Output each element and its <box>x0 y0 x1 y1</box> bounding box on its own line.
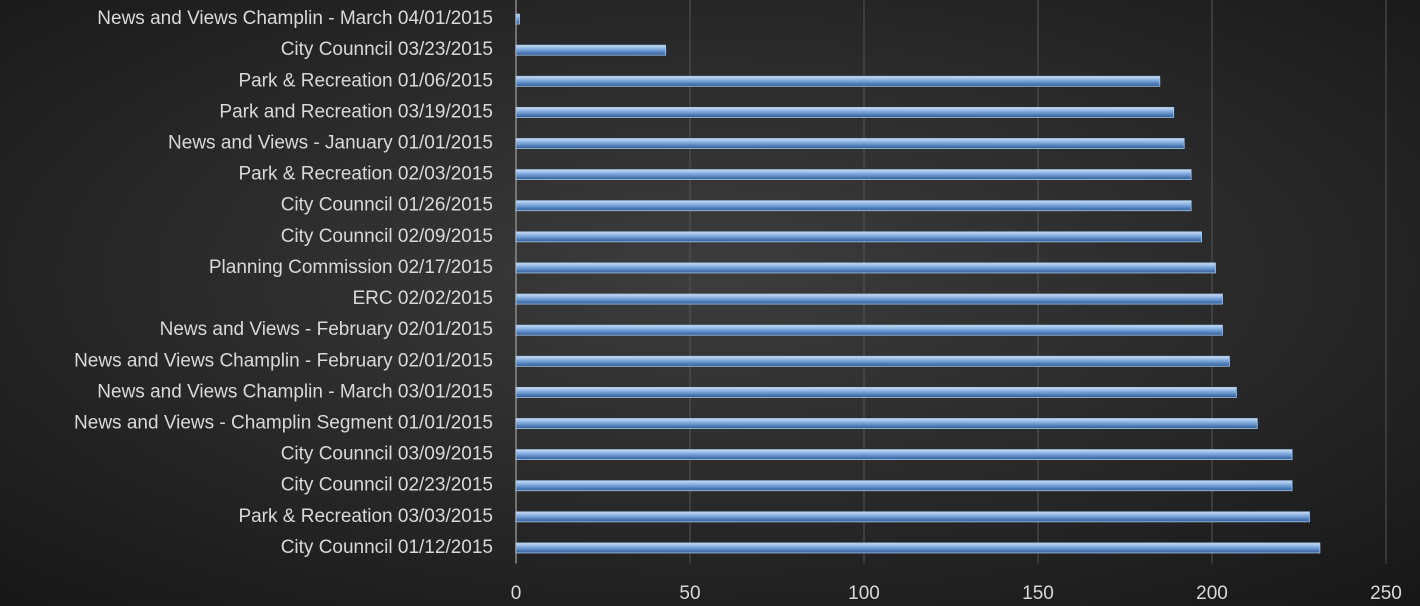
y-tick-label: ERC 02/02/2015 <box>353 288 494 309</box>
bar <box>515 355 1230 367</box>
bar <box>515 480 1293 492</box>
bar <box>515 324 1223 336</box>
bar <box>515 386 1237 398</box>
y-tick-label: News and Views - January 01/01/2015 <box>168 133 493 154</box>
bar <box>515 231 1202 243</box>
y-tick-label: News and Views - Champlin Segment 01/01/… <box>74 413 493 434</box>
y-tick-label: Park & Recreation 03/03/2015 <box>238 506 493 527</box>
y-tick-label: Park & Recreation 01/06/2015 <box>238 70 493 91</box>
x-tick-label: 200 <box>1196 583 1228 604</box>
y-tick-label: News and Views - February 02/01/2015 <box>160 319 493 340</box>
y-tick-label: Park and Recreation 03/19/2015 <box>219 101 493 122</box>
bar <box>515 75 1161 87</box>
bar <box>515 200 1192 212</box>
y-tick-label: City Counncil 01/12/2015 <box>281 537 493 558</box>
bar <box>515 169 1192 181</box>
x-tick-label: 150 <box>1022 583 1054 604</box>
y-tick-label: News and Views Champlin - February 02/01… <box>74 350 493 371</box>
y-tick-label: Park & Recreation 02/03/2015 <box>238 164 493 185</box>
x-tick-label: 250 <box>1370 583 1402 604</box>
bar <box>515 44 667 56</box>
bar <box>515 262 1216 274</box>
x-tick-label: 50 <box>679 583 700 604</box>
y-tick-label: City Counncil 01/26/2015 <box>281 195 493 216</box>
bar <box>515 13 520 25</box>
y-tick-label: City Counncil 02/23/2015 <box>281 475 493 496</box>
y-tick-label: News and Views Champlin - March 03/01/20… <box>97 381 493 402</box>
y-tick-label: Planning Commission 02/17/2015 <box>209 257 493 278</box>
bar <box>515 138 1185 149</box>
x-tick-label: 100 <box>848 583 880 604</box>
y-tick-label: City Counncil 02/09/2015 <box>281 226 493 247</box>
bar <box>515 511 1310 523</box>
bar <box>515 449 1293 461</box>
y-tick-label: City Counncil 03/23/2015 <box>281 39 493 60</box>
bar <box>515 542 1321 554</box>
bar <box>515 418 1258 429</box>
bar <box>515 106 1175 118</box>
y-tick-label: City Counncil 03/09/2015 <box>281 444 493 465</box>
y-tick-label: News and Views Champlin - March 04/01/20… <box>97 8 493 29</box>
x-tick-label: 0 <box>511 583 522 604</box>
bar <box>515 293 1223 305</box>
